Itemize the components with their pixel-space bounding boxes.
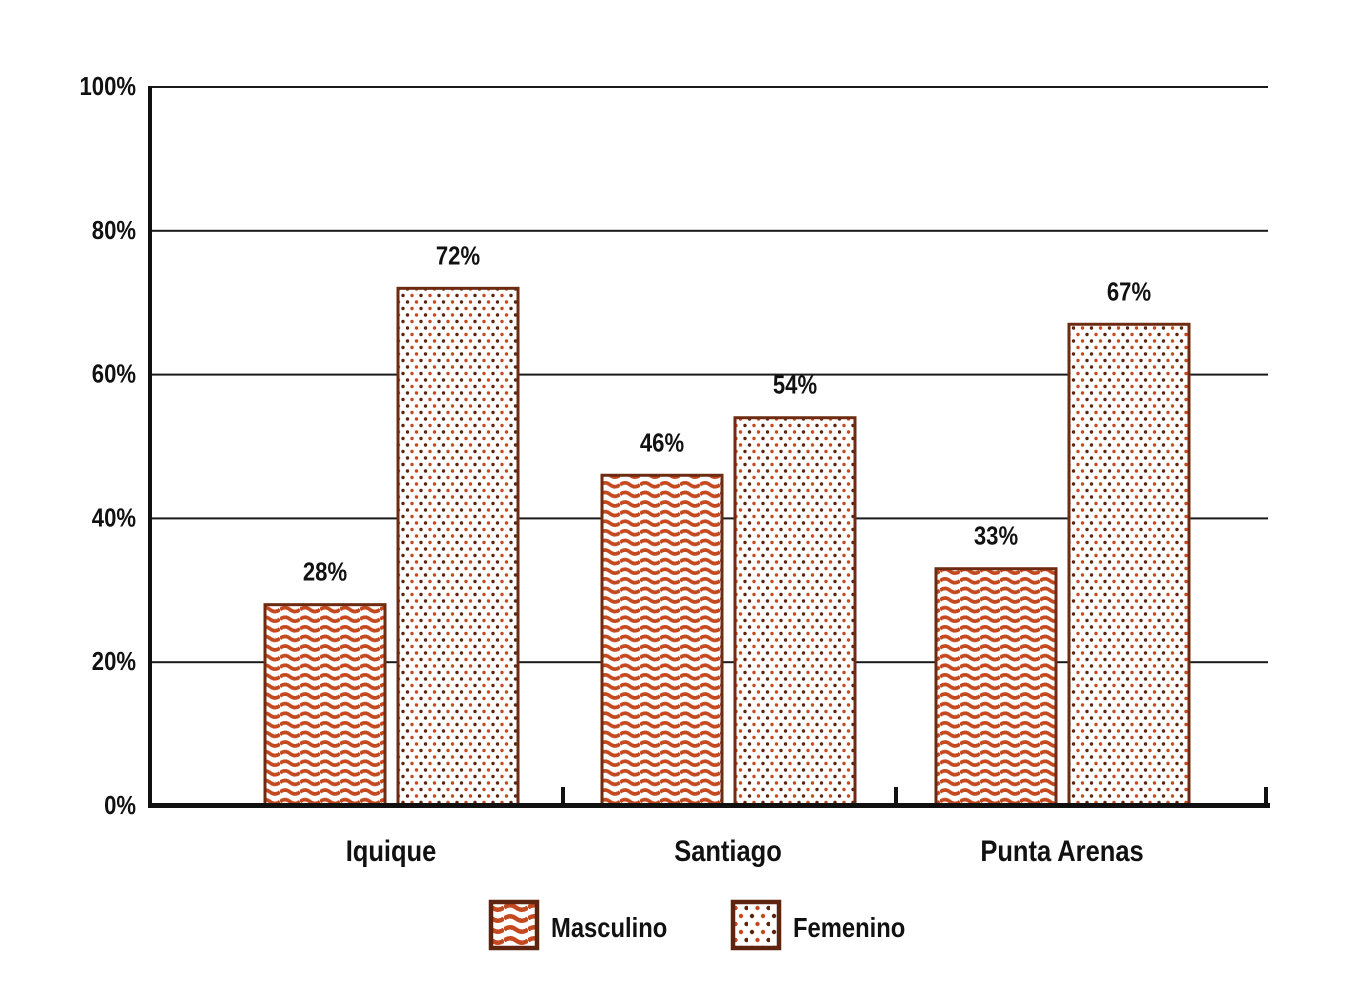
x-category-label: Iquique bbox=[346, 834, 437, 867]
value-label: 67% bbox=[1107, 278, 1151, 307]
bar-masculino-punta-arenas bbox=[934, 567, 1058, 808]
x-category-label: Punta Arenas bbox=[980, 834, 1143, 867]
x-axis-tick bbox=[561, 787, 565, 806]
value-label: 28% bbox=[303, 558, 347, 587]
bar-masculino-iquique bbox=[263, 603, 387, 808]
y-tick-label: 0% bbox=[104, 791, 136, 820]
y-tick-label: 20% bbox=[92, 648, 136, 677]
y-axis bbox=[148, 86, 152, 808]
value-label: 54% bbox=[773, 371, 817, 400]
legend-swatch-femenino bbox=[730, 899, 782, 951]
x-axis-tick bbox=[1264, 787, 1268, 806]
value-label: 46% bbox=[640, 429, 684, 458]
x-category-label: Santiago bbox=[674, 834, 782, 867]
y-tick-label: 80% bbox=[92, 216, 136, 245]
legend: Masculino Femenino bbox=[488, 899, 905, 951]
value-label: 72% bbox=[436, 242, 480, 271]
bar-femenino-punta-arenas bbox=[1067, 322, 1191, 808]
bar-femenino-santiago bbox=[733, 416, 857, 808]
axes-layer bbox=[148, 86, 1270, 808]
grid-line bbox=[150, 373, 1268, 376]
grid-line bbox=[150, 86, 1268, 88]
grid-line bbox=[150, 229, 1268, 232]
bar-masculino-santiago bbox=[600, 473, 724, 808]
labels-layer: 0% 20% 40% 60% 80% 100% 28% 72% Iquique 46% 54% San… bbox=[80, 72, 1152, 867]
bars-layer bbox=[263, 286, 1191, 808]
x-axis bbox=[148, 803, 1270, 808]
x-axis-tick bbox=[894, 787, 898, 806]
bar-femenino-iquique bbox=[396, 286, 520, 808]
legend-swatch-masculino bbox=[488, 899, 540, 951]
y-tick-label: 60% bbox=[92, 360, 136, 389]
legend-label-femenino: Femenino bbox=[793, 911, 905, 943]
legend-label-masculino: Masculino bbox=[551, 911, 667, 943]
y-tick-label: 40% bbox=[92, 504, 136, 533]
y-tick-label: 100% bbox=[80, 72, 136, 101]
value-label: 33% bbox=[974, 522, 1018, 551]
